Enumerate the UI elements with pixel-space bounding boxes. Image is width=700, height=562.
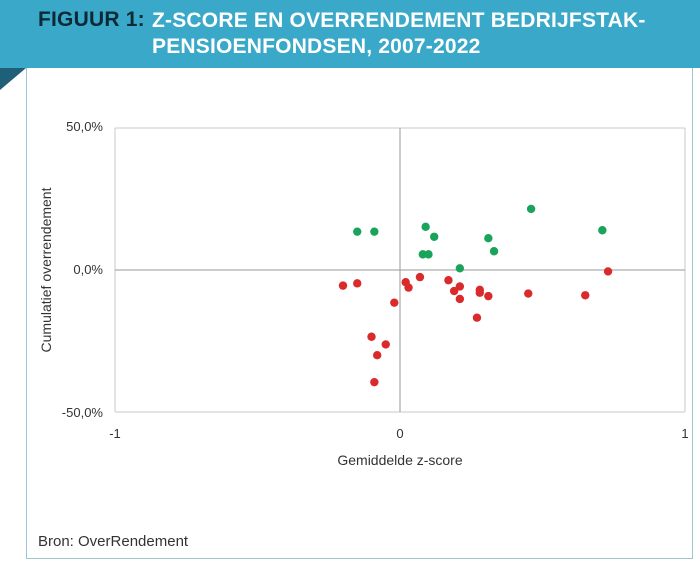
data-point: [598, 226, 607, 235]
header-fold: [0, 68, 26, 90]
data-point: [472, 313, 482, 322]
data-point: [415, 272, 425, 282]
x-axis-label: Gemiddelde z-score: [337, 452, 462, 468]
data-point: [424, 250, 433, 259]
data-point: [455, 294, 465, 304]
source-note: Bron: OverRendement: [38, 533, 189, 550]
data-point: [381, 340, 390, 349]
y-axis-label: Cumulatief overrendement: [38, 187, 54, 352]
data-point: [455, 264, 465, 273]
data-point: [430, 232, 439, 241]
data-point: [353, 279, 362, 288]
data-point: [444, 276, 453, 285]
data-point: [603, 267, 613, 276]
data-point: [353, 227, 362, 236]
figure-header: [0, 0, 700, 68]
x-tick-label: -1: [109, 426, 121, 441]
data-point: [390, 298, 399, 307]
data-point: [367, 332, 376, 341]
data-point: [581, 291, 590, 300]
chart-frame: [26, 68, 693, 559]
data-point: [449, 286, 459, 296]
data-point: [524, 289, 533, 298]
data-point: [455, 282, 465, 291]
data-point: [484, 233, 493, 243]
y-tick-label: 50,0%: [66, 119, 103, 134]
data-point: [475, 288, 484, 297]
x-tick-label: 1: [681, 426, 688, 441]
y-tick-label: 0,0%: [73, 262, 103, 277]
y-tick-label: -50,0%: [62, 405, 104, 420]
data-point: [404, 283, 413, 292]
data-point: [370, 227, 379, 236]
data-point: [489, 247, 499, 256]
data-point: [370, 377, 379, 387]
figure-label: FIGUUR 1:: [38, 8, 145, 31]
x-tick-label: 0: [396, 426, 403, 441]
data-point: [421, 222, 430, 232]
data-point: [526, 204, 536, 214]
figure-title: Z-SCORE EN OVERRENDEMENT BEDRIJFSTAK-PEN…: [152, 9, 646, 58]
data-point: [338, 281, 348, 290]
data-point: [373, 351, 382, 360]
data-point: [484, 291, 493, 301]
